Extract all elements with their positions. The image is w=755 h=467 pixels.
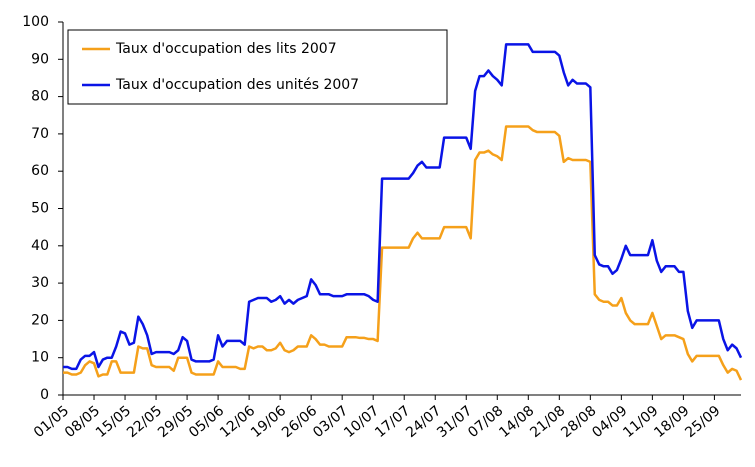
x-tick-label: 07/08 (465, 403, 506, 441)
x-tick-label: 11/09 (620, 403, 661, 441)
x-tick-label: 08/05 (62, 403, 103, 441)
x-tick-label: 14/08 (496, 403, 537, 441)
series-line (63, 43, 743, 371)
y-tick-label: 30 (31, 275, 49, 291)
x-tick-label: 31/07 (434, 403, 475, 441)
x-tick-label: 18/09 (651, 403, 692, 441)
x-tick-label: 12/06 (217, 403, 258, 441)
y-tick-label: 70 (31, 126, 49, 142)
legend-label: Taux d'occupation des lits 2007 (115, 41, 337, 57)
y-tick-label: 20 (31, 312, 49, 328)
legend-label: Taux d'occupation des unités 2007 (115, 77, 359, 93)
x-tick-label: 21/08 (527, 403, 568, 441)
x-tick-label: 10/07 (341, 403, 382, 441)
y-tick-label: 60 (31, 163, 49, 179)
x-tick-label: 22/05 (124, 403, 165, 441)
y-tick-label: 90 (31, 51, 49, 67)
x-tick-label: 04/09 (589, 403, 630, 441)
x-tick-label: 01/05 (31, 403, 72, 441)
x-tick-label: 26/06 (279, 403, 320, 441)
x-tick-label: 05/06 (186, 403, 227, 441)
legend-box (67, 29, 448, 105)
x-tick-label: 03/07 (310, 403, 351, 441)
x-tick-label: 19/06 (248, 403, 289, 441)
y-tick-label: 100 (22, 14, 49, 30)
x-tick-label: 24/07 (403, 403, 444, 441)
y-tick-label: 10 (31, 350, 49, 366)
x-tick-label: 25/09 (682, 403, 723, 441)
x-tick-label: 15/05 (93, 403, 134, 441)
y-tick-label: 40 (31, 238, 49, 254)
y-tick-label: 80 (31, 89, 49, 105)
y-tick-label: 0 (40, 387, 49, 403)
series-line (63, 125, 743, 381)
x-tick-label: 17/07 (372, 403, 413, 441)
y-tick-label: 50 (31, 201, 49, 217)
x-tick-label: 28/08 (558, 403, 599, 441)
x-tick-label: 29/05 (155, 403, 196, 441)
